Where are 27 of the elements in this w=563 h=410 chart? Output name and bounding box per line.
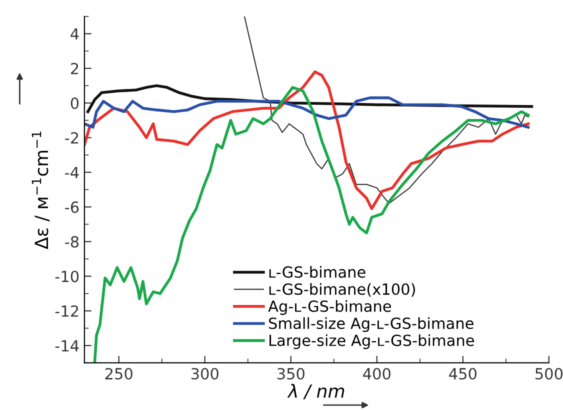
y-tick-label: -8 (65, 236, 79, 248)
x-tick-label: 300 (191, 368, 218, 380)
line-series (93, 86, 530, 363)
legend-label: Ag-ʟ-GS-bimane (268, 300, 392, 315)
y-tick-label: 0 (70, 97, 79, 110)
y-tick-label: -4 (65, 166, 79, 178)
x-tick-label: 500 (536, 368, 562, 380)
legend-label: ʟ-GS-bimane(x100) (269, 283, 415, 297)
y-tick-label: 4 (70, 28, 79, 40)
x-tick-label: 400 (363, 368, 390, 380)
y-axis-title: Δε / ᴍ$^{−1}$cm$^{−1}$ (32, 132, 50, 250)
y-tick-label: -14 (55, 340, 79, 352)
y-tick-label: -6 (65, 201, 79, 213)
legend-label: Large-size Ag-ʟ-GS-bimane (270, 334, 474, 350)
y-tick-label: -2 (65, 132, 78, 144)
y-tick-label: 2 (70, 62, 78, 74)
legend-label: ʟ-GS-bimane (269, 266, 366, 278)
line-series (84, 96, 530, 129)
x-tick-label: 350 (277, 368, 304, 380)
y-tick-label: -10 (55, 270, 79, 282)
line-series (84, 70, 530, 210)
x-tick-label: 450 (449, 368, 476, 380)
x-axis-title: λ / nm (287, 384, 344, 400)
legend-label: Small-size Ag-ʟ-GS-bimane (269, 317, 474, 332)
x-tick-label: 250 (105, 368, 132, 380)
line-series (244, 16, 529, 204)
y-tick-label: -12 (55, 305, 78, 317)
